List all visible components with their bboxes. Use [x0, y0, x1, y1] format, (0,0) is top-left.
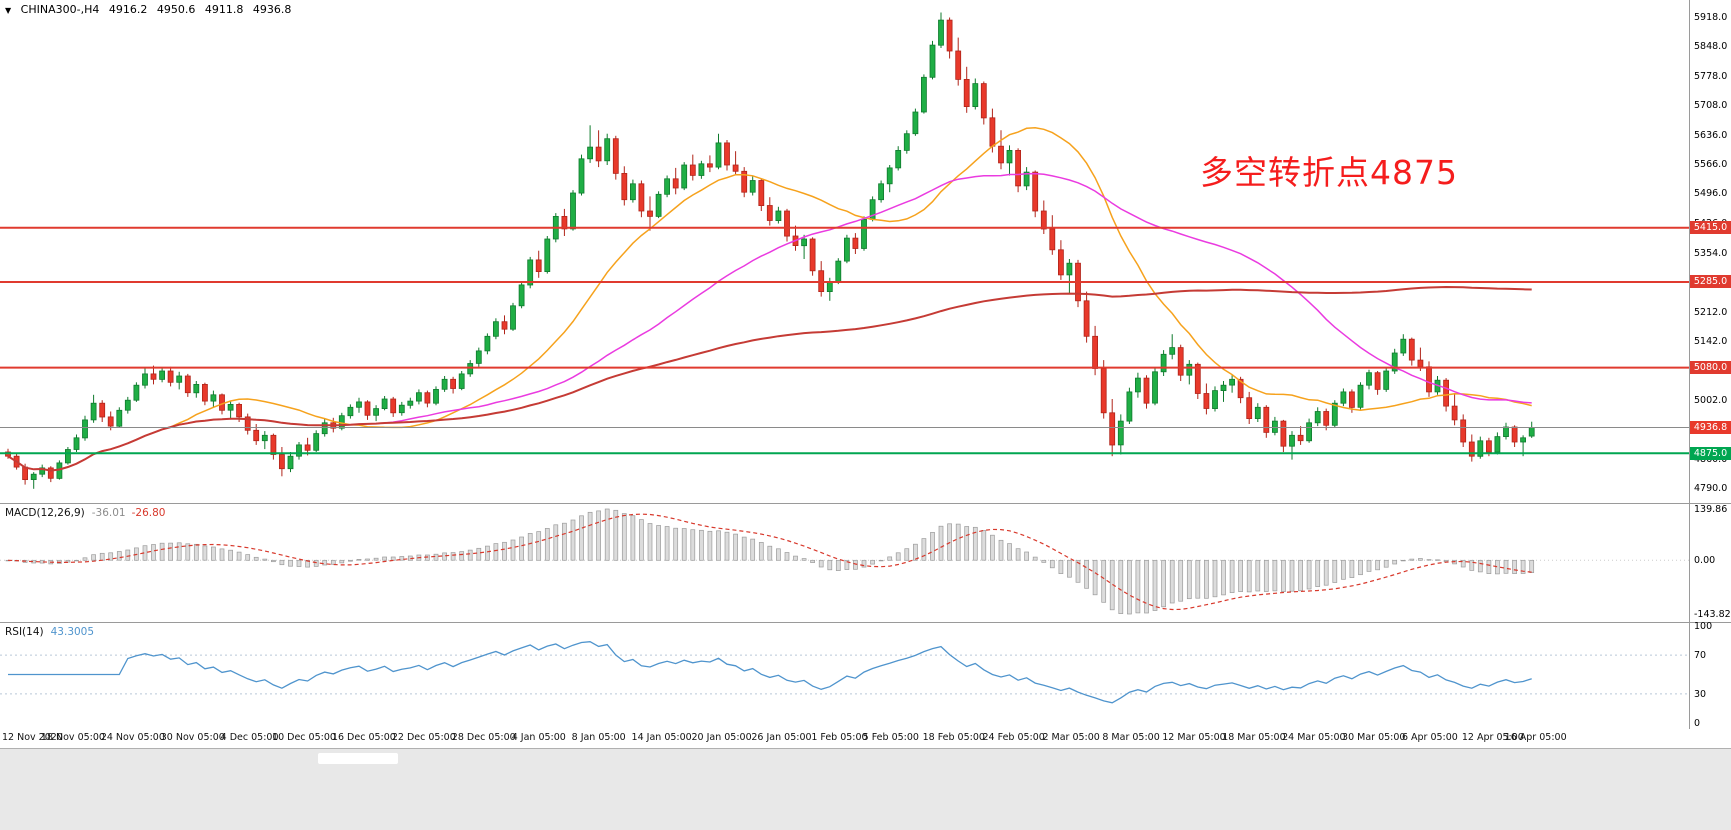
y-axis-line[interactable] [1689, 0, 1690, 748]
ohlc-high: 4950.6 [156, 3, 196, 16]
time-axis-label: 1 Feb 05:00 [811, 732, 868, 743]
time-axis-label: 30 Mar 05:00 [1342, 732, 1406, 743]
time-axis-label: 8 Jan 05:00 [571, 732, 626, 743]
ma-line-130 [7, 285, 1532, 472]
chart-canvas[interactable] [0, 0, 1731, 748]
time-axis-label: 8 Mar 05:00 [1102, 732, 1160, 743]
rsi-name: RSI(14) [5, 626, 44, 638]
ohlc-open: 4916.2 [108, 3, 148, 16]
panel-separator[interactable] [0, 622, 1731, 623]
time-axis[interactable]: 12 Nov 2020 18 Nov 05:00 24 Nov 05:00 30 No… [0, 729, 1731, 748]
time-axis-label: 20 Jan 05:00 [691, 732, 752, 743]
time-axis-label: 14 Jan 05:00 [631, 732, 692, 743]
panel-separator[interactable] [0, 503, 1731, 504]
ma-line-20 [7, 127, 1532, 472]
rsi-indicator-label: RSI(14) 43.3005 [5, 626, 94, 638]
bottom-strip [0, 748, 1731, 830]
time-axis-label: 26 Jan 05:00 [751, 732, 812, 743]
time-axis-label: 24 Feb 05:00 [982, 732, 1045, 743]
time-axis-label: 4 Dec 05:00 [220, 732, 279, 743]
macd-name: MACD(12,26,9) [5, 507, 85, 519]
macd-value-signal: -26.80 [131, 507, 166, 519]
time-axis-label: 6 Apr 05:00 [1401, 732, 1458, 743]
macd-value-main: -36.01 [91, 507, 126, 519]
macd-indicator-label: MACD(12,26,9) -36.01 -26.80 [5, 507, 165, 519]
time-axis-label: 4 Jan 05:00 [511, 732, 566, 743]
time-axis-label: 16 Apr 05:00 [1504, 732, 1567, 743]
ohlc-close: 4936.8 [252, 3, 292, 16]
horizontal-scrollbar-thumb[interactable] [318, 753, 398, 764]
time-axis-label: 28 Dec 05:00 [451, 732, 516, 743]
macd-signal-line [7, 513, 1532, 611]
time-axis-label: 5 Feb 05:00 [862, 732, 919, 743]
time-axis-label: 10 Dec 05:00 [272, 732, 336, 743]
time-axis-label: 2 Mar 05:00 [1042, 732, 1100, 743]
time-axis-label: 18 Nov 05:00 [40, 732, 105, 743]
time-axis-label: 12 Mar 05:00 [1162, 732, 1226, 743]
candlestick-series[interactable] [5, 12, 1535, 489]
time-axis-label: 24 Nov 05:00 [100, 732, 165, 743]
symbol-label: CHINA300-,H4 [20, 3, 100, 16]
time-axis-label: 12 Apr 05:00 [1461, 732, 1524, 743]
time-axis-label: 22 Dec 05:00 [391, 732, 456, 743]
time-axis-label: 12 Nov 2020 [2, 732, 63, 743]
rsi-line [8, 641, 1532, 704]
time-axis-label: 16 Dec 05:00 [331, 732, 396, 743]
time-axis-label: 24 Mar 05:00 [1282, 732, 1346, 743]
time-axis-label: 18 Feb 05:00 [922, 732, 985, 743]
symbol-header: ▼ CHINA300-,H4 4916.2 4950.6 4911.8 4936… [5, 3, 297, 16]
collapse-arrow-icon[interactable]: ▼ [5, 6, 12, 15]
ohlc-low: 4911.8 [204, 3, 244, 16]
time-axis-label: 18 Mar 05:00 [1222, 732, 1286, 743]
rsi-value: 43.3005 [50, 626, 95, 638]
annotation-text: 多空转折点4875 [1200, 153, 1458, 192]
time-axis-label: 30 Nov 05:00 [160, 732, 225, 743]
macd-histogram [5, 508, 1535, 615]
